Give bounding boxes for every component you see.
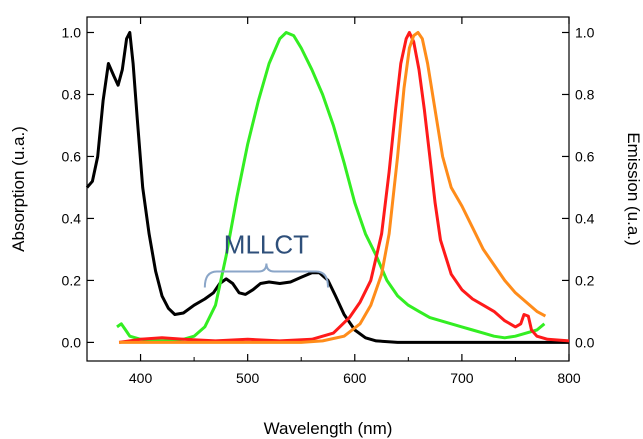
y-right-tick-label: 0.8 [575,86,595,102]
y-right-tick-label: 0.0 [575,334,595,350]
y-right-tick-label: 0.6 [575,148,595,164]
x-tick-label: 400 [129,370,153,386]
x-tick-labels: 400 500 600 700 800 [129,370,581,386]
plot-area: MLLCT [85,16,570,362]
x-axis-title: Wavelength (nm) [264,419,393,438]
x-tick-label: 700 [450,370,474,386]
y-left-tick-label: 0.6 [62,148,82,164]
x-tick-label: 800 [557,370,581,386]
data-series [85,31,570,344]
annotation-label: MLLCT [224,230,309,260]
x-tick-label: 600 [343,370,367,386]
series-line-4 [119,31,547,344]
y-right-tick-label: 1.0 [575,24,595,40]
series-line-1 [85,31,569,344]
x-tick-label: 500 [236,370,260,386]
y-right-tick-label: 0.2 [575,272,595,288]
series-line-2 [116,31,546,343]
y-left-tick-label: 0.8 [62,86,82,102]
tick-labels: 400 500 600 700 800 0.00.20.40.60.81.0 0.00.… [62,24,595,386]
series-line-3 [118,31,570,344]
annotation-mllct: MLLCT [203,230,329,288]
y-left-tick-label: 0.0 [62,334,82,350]
y-left-tick-label: 0.2 [62,272,82,288]
annotation-brace [203,263,329,288]
y-right-tick-label: 0.4 [575,210,595,226]
y-left-tick-label: 0.4 [62,210,82,226]
y-left-tick-labels: 0.0 0.2 0.4 0.6 0.8 1.0 [62,24,82,350]
axis-ticks [86,17,570,361]
y-right-axis-title: Emission (u.a.) [624,132,643,245]
y-left-tick-label: 1.0 [62,24,82,40]
plot-frame [86,16,570,362]
y-left-axis-title: Absorption (u.a.) [9,126,28,252]
y-right-tick-labels: 0.0 0.2 0.4 0.6 0.8 1.0 [575,24,595,350]
